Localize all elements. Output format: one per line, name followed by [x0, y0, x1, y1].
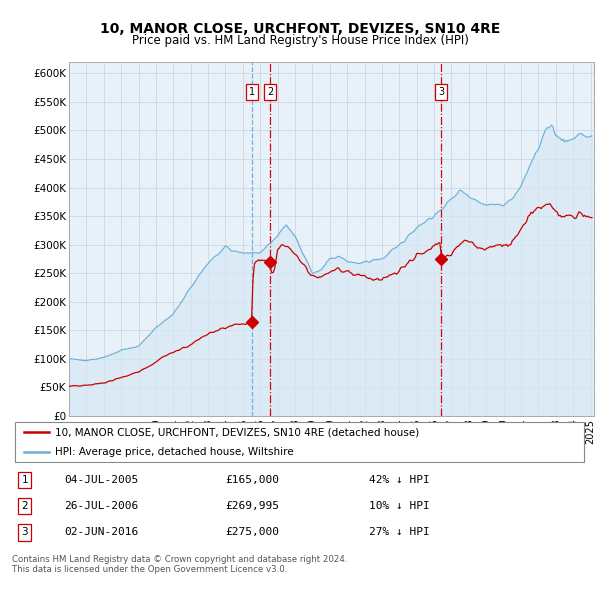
FancyBboxPatch shape [15, 422, 584, 462]
Text: 42% ↓ HPI: 42% ↓ HPI [369, 475, 430, 485]
Text: £275,000: £275,000 [225, 527, 279, 537]
Text: 10% ↓ HPI: 10% ↓ HPI [369, 502, 430, 511]
Text: 1: 1 [22, 475, 28, 485]
Text: 3: 3 [22, 527, 28, 537]
Text: 27% ↓ HPI: 27% ↓ HPI [369, 527, 430, 537]
Text: 10, MANOR CLOSE, URCHFONT, DEVIZES, SN10 4RE (detached house): 10, MANOR CLOSE, URCHFONT, DEVIZES, SN10… [55, 427, 419, 437]
Text: 2: 2 [267, 87, 273, 97]
Text: 1: 1 [249, 87, 255, 97]
Text: Contains HM Land Registry data © Crown copyright and database right 2024.: Contains HM Land Registry data © Crown c… [12, 555, 347, 563]
Text: 02-JUN-2016: 02-JUN-2016 [64, 527, 138, 537]
Text: 10, MANOR CLOSE, URCHFONT, DEVIZES, SN10 4RE: 10, MANOR CLOSE, URCHFONT, DEVIZES, SN10… [100, 22, 500, 36]
Text: £269,995: £269,995 [225, 502, 279, 511]
Text: £165,000: £165,000 [225, 475, 279, 485]
Text: 3: 3 [439, 87, 445, 97]
Text: 26-JUL-2006: 26-JUL-2006 [64, 502, 138, 511]
Text: Price paid vs. HM Land Registry's House Price Index (HPI): Price paid vs. HM Land Registry's House … [131, 34, 469, 47]
Text: HPI: Average price, detached house, Wiltshire: HPI: Average price, detached house, Wilt… [55, 447, 294, 457]
Text: This data is licensed under the Open Government Licence v3.0.: This data is licensed under the Open Gov… [12, 565, 287, 574]
Text: 04-JUL-2005: 04-JUL-2005 [64, 475, 138, 485]
Text: 2: 2 [22, 502, 28, 511]
